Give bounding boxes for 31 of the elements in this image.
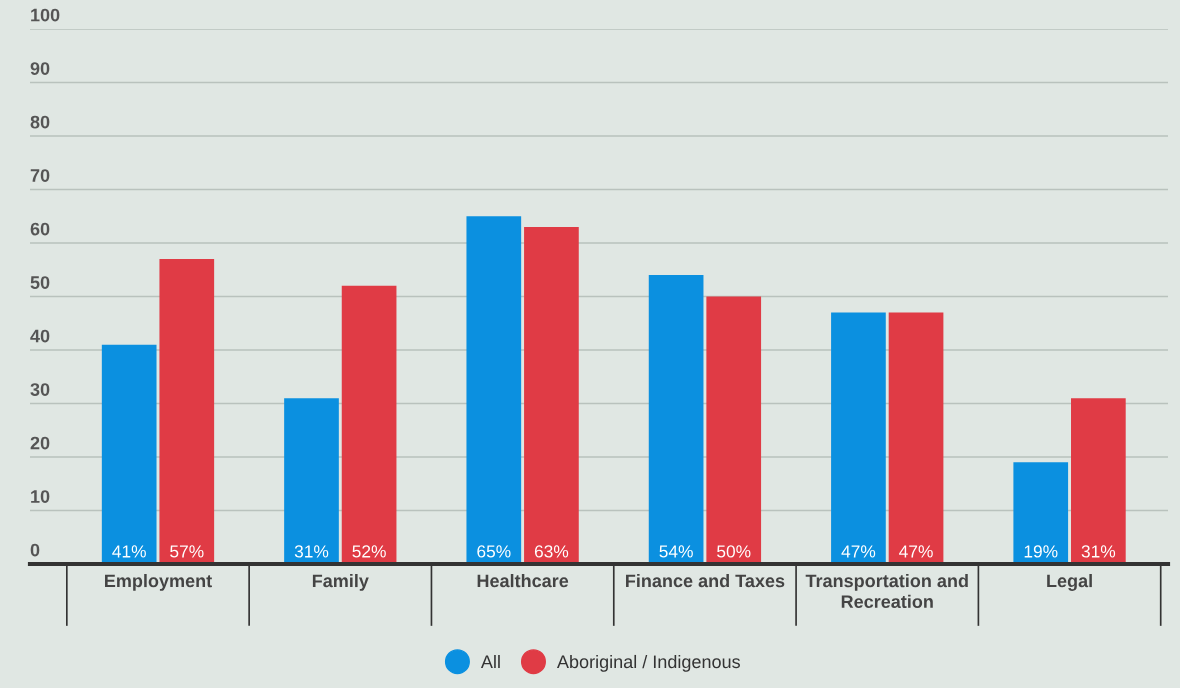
x-tick-label: Finance and Taxes: [626, 574, 785, 588]
x-tick-label: Healthcare: [477, 574, 569, 588]
data-label: 65%: [477, 545, 511, 558]
y-tick-label: 80: [30, 115, 50, 129]
legend-label: Aboriginal / Indigenous: [556, 654, 740, 672]
data-label: 52%: [352, 545, 386, 558]
x-tick-label: Legal: [1047, 574, 1092, 591]
y-tick-label: 70: [30, 169, 50, 182]
data-label: 31%: [1081, 545, 1116, 558]
y-tick-label: 90: [30, 62, 50, 75]
data-label: 63%: [534, 545, 569, 558]
data-label: 47%: [899, 545, 933, 558]
x-tick-label: Family: [312, 574, 369, 591]
data-label: 47%: [841, 545, 876, 558]
data-label: 19%: [1024, 545, 1058, 558]
y-tick-label: 10: [31, 490, 50, 503]
x-tick-label: Employment: [105, 574, 212, 591]
y-tick-label: 50: [30, 276, 50, 289]
data-label: 57%: [170, 545, 204, 558]
legend-label: All: [480, 654, 500, 668]
y-tick-label: 0: [30, 543, 40, 557]
x-tick-label: Transportation and Recreation: [805, 574, 968, 609]
data-label: 41%: [112, 545, 146, 558]
y-tick-label: 100: [31, 8, 60, 22]
y-tick-label: 30: [30, 383, 50, 396]
data-label: 54%: [659, 545, 693, 558]
data-label: 31%: [294, 545, 329, 558]
y-tick-label: 20: [30, 436, 50, 450]
y-tick-label: 60: [30, 222, 50, 236]
data-label: 50%: [717, 545, 751, 558]
y-tick-label: 40: [30, 329, 50, 343]
